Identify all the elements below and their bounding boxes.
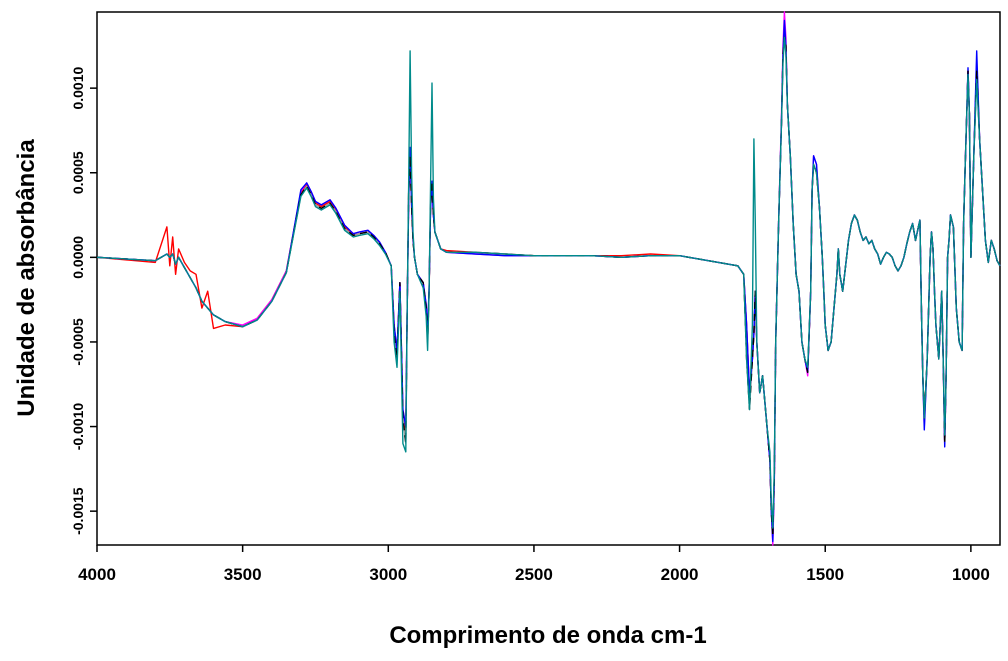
- y-tick-label: -0.0005: [70, 318, 86, 366]
- y-tick-label: -0.0010: [70, 403, 86, 451]
- x-tick-label: 4000: [78, 565, 116, 584]
- x-axis-ticks: 4000 3500 3000 2500 2000 1500 1000: [78, 545, 990, 584]
- x-tick-label: 1500: [806, 565, 844, 584]
- x-tick-label: 2000: [661, 565, 699, 584]
- y-axis-title: Unidade de absorbância: [13, 139, 40, 417]
- y-tick-label: 0.0000: [70, 236, 86, 279]
- y-axis-ticks: -0.0015 -0.0010 -0.0005 0.0000 0.0005 0.0010: [70, 67, 97, 535]
- x-tick-label: 1000: [952, 565, 990, 584]
- plot-frame: [96, 11, 1001, 546]
- x-tick-label: 3000: [369, 565, 407, 584]
- x-tick-label: 2500: [515, 565, 553, 584]
- y-tick-label: 0.0005: [70, 151, 86, 194]
- y-tick-label: -0.0015: [70, 487, 86, 535]
- series-layer: [96, 11, 1001, 546]
- y-tick-label: 0.0010: [70, 67, 86, 110]
- x-tick-label: 3500: [224, 565, 262, 584]
- series-line-6: [96, 36, 1001, 529]
- x-axis-title: Comprimento de onda cm-1: [389, 622, 706, 649]
